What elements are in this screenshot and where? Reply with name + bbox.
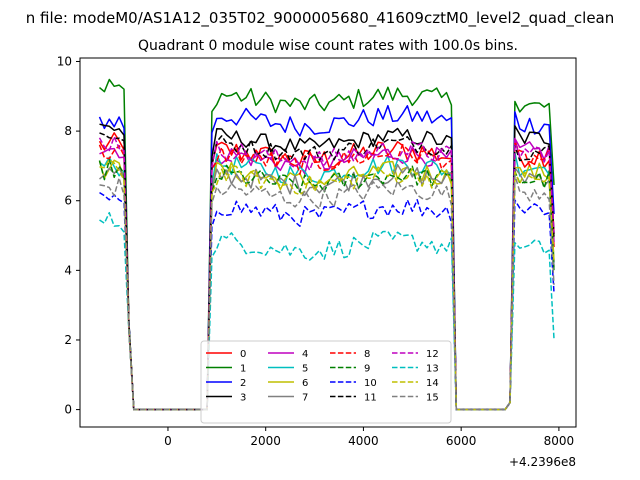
y-tick-label: 0: [64, 403, 72, 417]
legend-label: 1: [240, 364, 246, 375]
x-offset-text: +4.2396e8: [509, 455, 576, 469]
y-axis: 0 2 4 6 8 10: [57, 54, 80, 417]
legend-label: 11: [364, 393, 377, 404]
legend-label: 14: [426, 378, 439, 389]
y-tick-label: 10: [57, 54, 72, 68]
x-axis: 0 2000 4000 6000 8000: [164, 427, 574, 448]
x-tick-label: 0: [164, 434, 172, 448]
axes-frame: [79, 57, 577, 428]
x-tick-label: 8000: [544, 434, 575, 448]
legend-label: 2: [240, 378, 246, 389]
plot-area: [98, 78, 555, 411]
y-tick-label: 6: [64, 194, 72, 208]
legend-label: 3: [240, 393, 246, 404]
legend-label: 5: [302, 364, 308, 375]
legend-label: 4: [302, 349, 308, 360]
figure-suptitle: n file: modeM0/AS1A12_035T02_9000005680_…: [26, 9, 615, 28]
y-tick-label: 8: [64, 124, 72, 138]
x-tick-label: 2000: [250, 434, 281, 448]
legend-label: 0: [240, 349, 246, 360]
y-tick-label: 4: [64, 263, 72, 277]
series-15-line: [99, 174, 555, 411]
legend-label: 9: [364, 364, 370, 375]
legend-label: 10: [364, 378, 377, 389]
legend-label: 7: [302, 393, 308, 404]
legend-label: 12: [426, 349, 439, 360]
axes-title: Quadrant 0 module wise count rates with …: [138, 38, 518, 54]
legend-label: 15: [426, 393, 439, 404]
x-tick-label: 6000: [446, 434, 477, 448]
y-tick-label: 2: [64, 333, 72, 347]
legend-label: 6: [302, 378, 308, 389]
legend-label: 8: [364, 349, 370, 360]
legend-label: 13: [426, 364, 439, 375]
x-tick-label: 4000: [348, 434, 379, 448]
legend-frame: [200, 340, 452, 424]
